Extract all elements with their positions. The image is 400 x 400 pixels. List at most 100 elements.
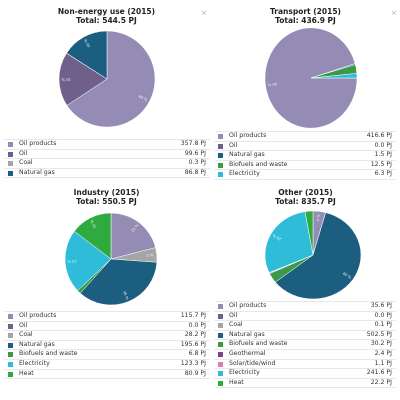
legend-row-oil-products[interactable]: Oil products 35.6 PJ bbox=[215, 301, 396, 312]
legend-transport: Oil products 416.6 PJ Oil 0.0 PJ Natural gas… bbox=[215, 131, 396, 180]
legend-swatch bbox=[218, 304, 223, 309]
legend-label: Geothermal bbox=[229, 349, 266, 357]
legend-value: 1.1 PJ bbox=[374, 359, 392, 367]
legend-value: 357.8 PJ bbox=[180, 140, 206, 147]
close-icon[interactable]: × bbox=[391, 9, 397, 17]
pie-slice-electricity[interactable] bbox=[264, 211, 314, 273]
legend-swatch bbox=[8, 333, 13, 339]
slice-label-oil: 18 % bbox=[61, 77, 71, 81]
pie-slice-electricity[interactable] bbox=[64, 230, 112, 292]
legend-row-natural-gas[interactable]: Natural gas 1.5 PJ bbox=[215, 151, 396, 161]
pie-slice-heat[interactable] bbox=[304, 210, 314, 256]
legend-label: Solar/tide/wind bbox=[229, 359, 276, 367]
legend-label: Biofuels and waste bbox=[19, 350, 78, 358]
legend-swatch bbox=[8, 352, 13, 358]
legend-row-solar-tide-wind[interactable]: Solar/tide/wind 1.1 PJ bbox=[215, 360, 396, 370]
slice-label-oil-products: 21 % bbox=[131, 223, 140, 233]
legend-swatch bbox=[218, 380, 223, 386]
legend-swatch bbox=[8, 170, 13, 176]
legend-swatch bbox=[8, 361, 13, 367]
legend-label: Oil bbox=[19, 149, 28, 157]
legend-row-oil-products[interactable]: Oil products 115.7 PJ bbox=[5, 311, 210, 322]
legend-value: 0.1 PJ bbox=[374, 321, 392, 329]
chart-title: Industry (2015) bbox=[73, 188, 140, 197]
legend-swatch bbox=[218, 371, 223, 377]
legend-swatch bbox=[218, 351, 223, 357]
legend-row-electricity[interactable]: Electricity 123.3 PJ bbox=[5, 360, 210, 370]
chart-panel-transport: Transport (2015) Total: 436.9 PJ × 95 % … bbox=[213, 3, 398, 185]
legend-row-biofuels-and-waste[interactable]: Biofuels and waste 12.5 PJ bbox=[215, 161, 396, 171]
legend-other: Oil products 35.6 PJ Oil 0.0 PJ Coal 0.1 PJ Na… bbox=[215, 301, 396, 389]
chart-total: Total: 550.5 PJ bbox=[76, 197, 137, 206]
pie-slice-heat[interactable] bbox=[73, 212, 112, 260]
slice-label-oil-products: 95 % bbox=[267, 82, 277, 87]
legend-row-electricity[interactable]: Electricity 6.3 PJ bbox=[215, 170, 396, 180]
pie-chart-transport: 95 % bbox=[264, 27, 358, 129]
legend-swatch bbox=[8, 371, 13, 377]
legend-label: Electricity bbox=[19, 359, 50, 367]
legend-swatch bbox=[8, 151, 13, 157]
legend-row-oil[interactable]: Oil 0.0 PJ bbox=[215, 142, 396, 152]
chart-total: Total: 436.9 PJ bbox=[275, 16, 336, 25]
chart-total: Total: 835.7 PJ bbox=[275, 197, 336, 206]
legend-row-electricity[interactable]: Electricity 241.6 PJ bbox=[215, 369, 396, 379]
legend-row-natural-gas[interactable]: Natural gas 502.5 PJ bbox=[215, 331, 396, 341]
legend-label: Oil products bbox=[229, 302, 267, 309]
legend-row-coal[interactable]: Coal 0.3 PJ bbox=[5, 159, 210, 169]
legend-row-oil[interactable]: Oil 0.0 PJ bbox=[215, 312, 396, 322]
pie-slice-natural-gas[interactable] bbox=[274, 212, 362, 300]
legend-non-energy-use: Oil products 357.8 PJ Oil 99.6 PJ Coal 0.3 PJ… bbox=[5, 139, 210, 179]
legend-value: 28.2 PJ bbox=[184, 331, 206, 339]
legend-row-oil-products[interactable]: Oil products 416.6 PJ bbox=[215, 131, 396, 142]
legend-label: Oil products bbox=[19, 312, 57, 319]
legend-label: Heat bbox=[229, 378, 244, 386]
legend-label: Coal bbox=[19, 159, 33, 167]
legend-row-heat[interactable]: Heat 80.9 PJ bbox=[5, 370, 210, 380]
legend-row-heat[interactable]: Heat 22.2 PJ bbox=[215, 379, 396, 389]
legend-value: 123.3 PJ bbox=[180, 359, 206, 367]
pie-slice-natural-gas[interactable] bbox=[66, 30, 108, 80]
legend-row-natural-gas[interactable]: Natural gas 86.8 PJ bbox=[5, 169, 210, 179]
slice-label-heat: 15 % bbox=[90, 218, 98, 228]
legend-row-natural-gas[interactable]: Natural gas 195.6 PJ bbox=[5, 341, 210, 351]
legend-label: Oil bbox=[229, 141, 238, 149]
legend-swatch bbox=[8, 323, 13, 329]
legend-value: 416.6 PJ bbox=[366, 132, 392, 139]
legend-label: Oil products bbox=[19, 140, 57, 147]
chart-panel-other: Other (2015) Total: 835.7 PJ 4 % 60 % 29 %… bbox=[213, 185, 398, 398]
slice-label-oil-products: 4 % bbox=[316, 214, 321, 222]
pie-chart-non-energy-use: 66 % 18 % 16 % bbox=[58, 30, 156, 128]
close-icon[interactable]: × bbox=[201, 9, 207, 17]
legend-value: 6.8 PJ bbox=[188, 350, 206, 358]
pie-slice-electricity[interactable] bbox=[310, 73, 358, 79]
chart-total: Total: 544.5 PJ bbox=[76, 16, 137, 25]
legend-value: 35.6 PJ bbox=[370, 302, 392, 309]
legend-row-coal[interactable]: Coal 28.2 PJ bbox=[5, 331, 210, 341]
legend-swatch bbox=[218, 361, 223, 367]
legend-value: 80.9 PJ bbox=[184, 369, 206, 377]
legend-value: 12.5 PJ bbox=[370, 160, 392, 168]
legend-label: Electricity bbox=[229, 170, 260, 178]
legend-row-oil[interactable]: Oil 0.0 PJ bbox=[5, 322, 210, 332]
legend-row-oil-products[interactable]: Oil products 357.8 PJ bbox=[5, 139, 210, 150]
legend-value: 241.6 PJ bbox=[366, 369, 392, 377]
pie-slice-oil[interactable] bbox=[58, 52, 108, 106]
legend-swatch bbox=[218, 162, 223, 168]
legend-value: 2.4 PJ bbox=[374, 349, 392, 357]
legend-row-oil[interactable]: Oil 99.6 PJ bbox=[5, 150, 210, 160]
legend-row-coal[interactable]: Coal 0.1 PJ bbox=[215, 321, 396, 331]
legend-row-biofuels-and-waste[interactable]: Biofuels and waste 30.2 PJ bbox=[215, 340, 396, 350]
legend-value: 0.3 PJ bbox=[188, 159, 206, 167]
legend-swatch bbox=[8, 342, 13, 348]
legend-value: 99.6 PJ bbox=[184, 149, 206, 157]
pie-slice-natural-gas[interactable] bbox=[79, 258, 158, 306]
legend-row-geothermal[interactable]: Geothermal 2.4 PJ bbox=[215, 350, 396, 360]
legend-label: Oil bbox=[19, 321, 28, 329]
legend-label: Biofuels and waste bbox=[229, 340, 288, 348]
pie-slice-oil-products[interactable] bbox=[110, 212, 156, 260]
legend-swatch bbox=[8, 142, 13, 147]
pie-slice-oil-products[interactable] bbox=[66, 30, 156, 128]
legend-row-biofuels-and-waste[interactable]: Biofuels and waste 6.8 PJ bbox=[5, 350, 210, 360]
legend-swatch bbox=[218, 342, 223, 348]
